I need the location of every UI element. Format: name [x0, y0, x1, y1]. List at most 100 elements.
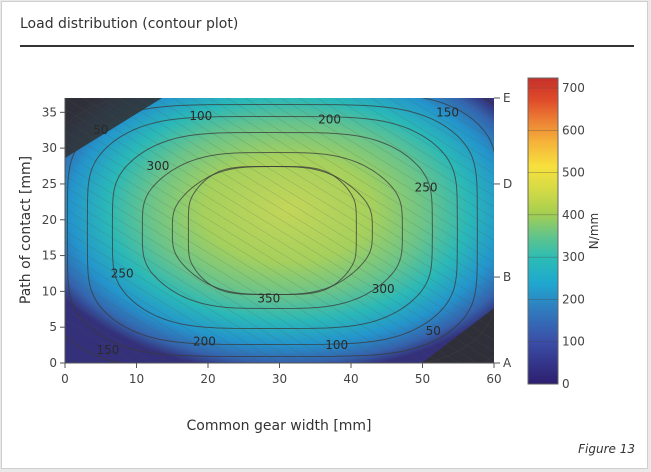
colorbar-tick-label: 400	[562, 208, 585, 222]
secondary-tick-label: A	[503, 356, 512, 370]
contact-line	[623, 98, 651, 363]
contact-line	[190, 98, 494, 286]
y-tick-label: 35	[42, 105, 57, 119]
contour-line	[141, 151, 403, 310]
contour-label: 150	[96, 343, 119, 357]
contour-label: 250	[111, 266, 134, 280]
colorbar-tick-label: 200	[562, 292, 585, 306]
contact-line	[334, 98, 494, 197]
x-axis-label: Common gear width [mm]	[186, 418, 371, 434]
contact-line	[65, 119, 460, 363]
contact-line	[65, 197, 334, 363]
panel-title: Load distribution (contour plot)	[20, 16, 239, 32]
colorbar-tick-label: 500	[562, 166, 585, 180]
x-tick-label: 40	[343, 372, 358, 386]
contact-line	[65, 253, 244, 363]
contact-line	[136, 98, 494, 319]
contact-line	[352, 98, 494, 186]
contour-line	[171, 165, 373, 296]
contour-label: 350	[257, 292, 280, 306]
contact-line	[100, 98, 494, 341]
contact-line	[244, 98, 494, 252]
x-tick-label: 0	[61, 372, 69, 386]
contour-lines	[65, 98, 494, 363]
contour-label: 50	[426, 324, 441, 338]
secondary-tick-label: E	[503, 91, 511, 105]
colorbar-tick-label: 600	[562, 123, 585, 137]
contact-line	[65, 142, 424, 363]
x-tick-label: 50	[415, 372, 430, 386]
contact-line	[406, 98, 494, 152]
y-ticks: 0 5 10 15 20 25 30 35	[42, 105, 65, 370]
contact-line	[569, 98, 651, 363]
secondary-axis: A B D E	[494, 91, 512, 370]
contour-label: 200	[318, 112, 341, 126]
x-tick-label: 60	[486, 372, 501, 386]
contact-line	[280, 98, 494, 230]
contour-line	[66, 103, 478, 358]
contact-line	[172, 98, 494, 297]
colorbar-ticks: 0 100 200 300 400 500 600 700	[528, 81, 585, 391]
colorbar	[527, 77, 559, 385]
contact-line	[478, 98, 494, 108]
contact-line	[65, 264, 226, 363]
contact-line	[388, 98, 494, 164]
contact-line	[641, 98, 651, 363]
secondary-tick-label: B	[503, 270, 511, 284]
contact-line	[497, 98, 651, 363]
contour-line	[111, 131, 433, 330]
contour-labels: 50 100 200 150 300 250 250 350 300 200 100 50 150	[93, 105, 459, 357]
x-tick-label: 20	[200, 372, 215, 386]
contact-line	[298, 98, 494, 219]
contact-lines	[65, 98, 651, 363]
contact-line	[226, 98, 494, 263]
contact-line	[65, 286, 190, 363]
colorbar-tick-label: 700	[562, 81, 585, 95]
contact-line	[65, 175, 370, 363]
contact-line	[65, 219, 298, 363]
y-tick-label: 10	[42, 284, 57, 298]
contour-label: 50	[93, 123, 108, 137]
contact-line	[65, 208, 316, 363]
secondary-tick-label: D	[503, 177, 512, 191]
contour-line	[86, 115, 458, 346]
colorbar-label: N/mm	[587, 213, 601, 249]
figure-caption: Figure 13	[578, 442, 635, 456]
contact-line	[82, 98, 494, 352]
contact-line	[65, 297, 172, 363]
contact-line	[316, 98, 494, 208]
contour-line	[65, 98, 494, 363]
contour-label: 100	[189, 109, 212, 123]
contact-line	[118, 98, 494, 330]
contact-line	[208, 98, 494, 274]
contact-line	[65, 186, 352, 363]
heatmap	[65, 98, 494, 363]
contour-label: 200	[193, 335, 216, 349]
y-tick-label: 0	[49, 356, 57, 370]
contour-label: 300	[372, 282, 395, 296]
contour-label: 300	[146, 159, 169, 173]
x-tick-label: 30	[272, 372, 287, 386]
contact-line	[551, 98, 651, 363]
contact-line	[65, 241, 262, 363]
contact-line	[605, 98, 651, 363]
contour-label: 250	[415, 181, 438, 195]
y-tick-label: 30	[42, 141, 57, 155]
y-axis-label: Path of contact [mm]	[18, 156, 34, 304]
y-tick-label: 20	[42, 213, 57, 227]
y-tick-label: 5	[49, 320, 57, 334]
colorbar-tick-label: 100	[562, 335, 585, 349]
colorbar-tick-label: 0	[562, 377, 570, 391]
colorbar-tick-label: 300	[562, 250, 585, 264]
title-divider	[20, 45, 634, 47]
contact-line	[370, 98, 494, 175]
contour-line	[187, 165, 357, 296]
contact-line	[65, 230, 280, 363]
contact-line	[154, 98, 494, 308]
contact-line	[65, 130, 442, 363]
contact-line	[65, 275, 208, 363]
x-ticks: 0 10 20 30 40 50 60	[61, 363, 502, 386]
contour-label: 150	[436, 105, 459, 119]
